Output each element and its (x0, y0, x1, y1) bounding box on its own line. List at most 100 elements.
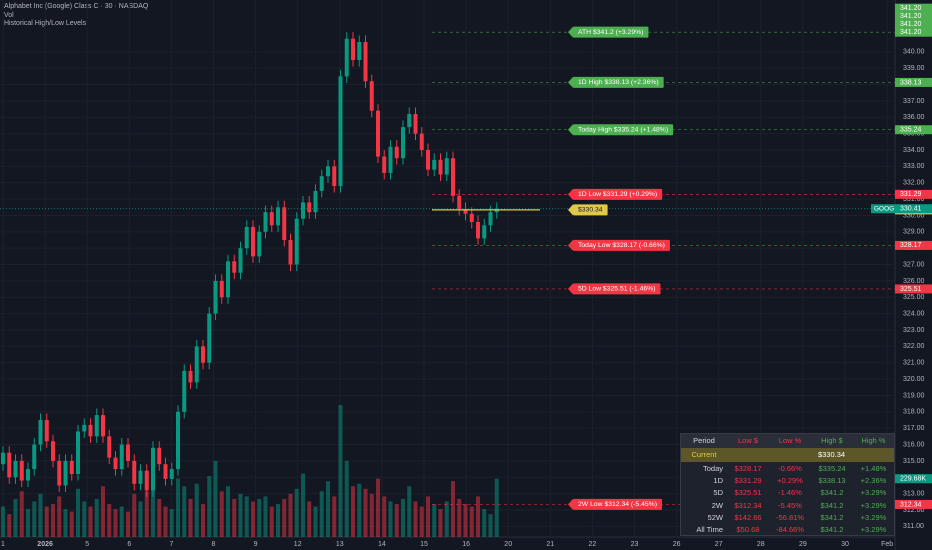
candle-body (194, 346, 199, 383)
cell: +3.29% (860, 512, 887, 522)
level-label-bg (573, 283, 661, 295)
volume-bar (19, 491, 24, 537)
candle-body (219, 280, 224, 298)
candle-body (394, 146, 399, 159)
x-tick-label: 5 (85, 541, 89, 548)
candle-body (357, 42, 362, 60)
candle-body (169, 469, 174, 479)
volume (1, 405, 499, 537)
price-badge-bg (895, 77, 932, 87)
candle-body (213, 280, 218, 314)
candle-body (382, 156, 387, 173)
header-cell: Period (693, 436, 715, 445)
price-badge-label: 328.17 (900, 242, 922, 249)
price-badge: 341.20 (895, 11, 932, 21)
volume-bar (263, 496, 268, 537)
price-badge: 341.20 (895, 27, 932, 37)
current-badge-bg (895, 204, 932, 214)
y-tick-label: 326.00 (903, 278, 925, 285)
level-label-arrow (568, 124, 573, 136)
x-tick-label: 12 (294, 541, 302, 548)
level-label-text: 1D Low $331.29 (+0.29%) (578, 191, 657, 198)
candle-body (444, 158, 449, 175)
cell: +1.48% (860, 464, 887, 473)
y-tick-label: 320.00 (903, 376, 925, 383)
volume-bar (457, 498, 462, 537)
cell: +3.29% (860, 525, 887, 534)
price-badge: 312.34 (895, 499, 932, 509)
candle-body (376, 110, 380, 157)
volume-bar (151, 471, 155, 537)
candle-body (226, 261, 230, 298)
price-badge-label: 325.51 (900, 286, 922, 293)
price-badge: 328.17 (895, 240, 932, 250)
candle-body (44, 420, 49, 442)
y-tick-label: 330.00 (903, 212, 925, 219)
volume-bar (369, 493, 374, 537)
volume-bar (407, 486, 412, 537)
volume-bar (157, 498, 162, 537)
current-badge-bg (871, 204, 895, 214)
volume-bar (63, 509, 68, 537)
level-label-bg (573, 204, 608, 216)
candle-body (482, 225, 487, 239)
cell: All Time (696, 525, 723, 534)
volume-bar (363, 488, 368, 537)
x-tick-label: Feb (881, 541, 893, 548)
candle-body (101, 415, 105, 437)
levels: ATH $341.2 (+3.29%) 1D High $338.13 (+2.3… (0, 26, 895, 510)
candle-body (163, 464, 168, 479)
volume-bar (26, 509, 30, 537)
price-badge-bg (895, 19, 932, 29)
table-row: 2W $312.34 -5.45% $341.2 +3.29% (681, 499, 894, 513)
volume-bar (88, 506, 93, 537)
candle-body (413, 114, 418, 134)
volume-bar (169, 509, 174, 537)
cell: -84.66% (776, 525, 804, 534)
candle-body (57, 460, 62, 486)
volume-bar (176, 478, 180, 537)
candle-body (313, 190, 318, 213)
cell: 52W (707, 512, 723, 522)
cell: Current (691, 450, 717, 459)
price-badge-label: 341.20 (900, 13, 922, 20)
volume-bar (282, 498, 287, 537)
volume-badge-label: 229.68K (900, 476, 926, 483)
volume-bar (301, 473, 305, 537)
level-label-arrow (568, 239, 573, 251)
candle-body (363, 42, 368, 82)
candle-body (269, 212, 274, 226)
volume-bar (294, 488, 299, 537)
price-badge-bg (895, 11, 932, 21)
y-tick-label: 332.00 (903, 180, 925, 187)
candle-body (63, 460, 68, 486)
price-badge-label: 312.34 (900, 501, 922, 508)
candle-body (51, 441, 55, 461)
candle-body (144, 470, 149, 491)
price-badge-bg (895, 189, 932, 199)
level-label-bg (573, 498, 662, 510)
candle-body (113, 457, 118, 470)
x-tick-label: 28 (757, 541, 765, 548)
volume-bar (276, 504, 280, 537)
x-tick-label: 21 (546, 541, 554, 548)
candle-body (88, 424, 93, 437)
candle-body (432, 159, 437, 170)
table-row: All Time $50.68 -84.66% $341.2 +3.29% (681, 523, 894, 537)
volume-bar (288, 493, 293, 537)
volume-bar (13, 498, 18, 537)
volume-bar (7, 514, 12, 537)
candle-body (257, 231, 262, 257)
price-badge: 338.13 (895, 77, 932, 87)
x-tick-label: 7 (169, 541, 173, 548)
cell: 5D (713, 488, 723, 498)
x-tick-label: 13 (336, 541, 344, 548)
candle-body (13, 460, 18, 478)
candle-body (263, 212, 268, 232)
volume-bar (419, 506, 424, 537)
header-cell: High % (861, 436, 886, 445)
price-badge-label: 341.20 (900, 29, 922, 36)
price-badge-bg (895, 240, 932, 250)
